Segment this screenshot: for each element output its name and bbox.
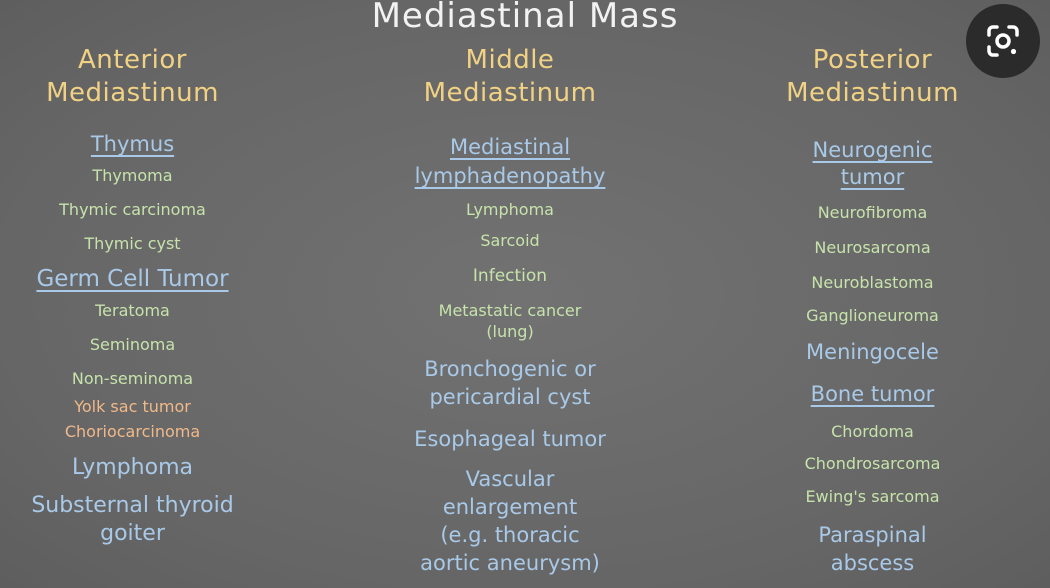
anterior-lymphoma: Lymphoma [72, 455, 193, 480]
middle-eg-thoracic: (e.g. thoracic [440, 523, 580, 547]
anterior-germ-cell-tumor: Germ Cell Tumor [36, 266, 229, 292]
middle-bronchogenic: Bronchogenic or [424, 357, 596, 381]
posterior-neuroblastoma: Neuroblastoma [811, 273, 934, 292]
posterior-paraspinal: Paraspinal [818, 523, 927, 547]
middle-column: Middle Mediastinum [375, 44, 645, 110]
posterior-heading-line1: Posterior [812, 45, 933, 75]
anterior-heading-line2: Mediastinum [46, 78, 219, 108]
middle-heading-line2: Mediastinum [423, 78, 597, 108]
middle-mediastinal: Mediastinal [449, 135, 571, 159]
posterior-chondrosarcoma: Chondrosarcoma [804, 454, 941, 473]
middle-metastatic-cancer: Metastatic cancer [438, 301, 582, 320]
middle-pericardial-cyst: pericardial cyst [429, 385, 591, 409]
anterior-thymus: Thymus [90, 132, 175, 156]
anterior-choriocarcinoma: Choriocarcinoma [64, 422, 201, 441]
anterior-thymoma: Thymoma [92, 166, 173, 185]
posterior-neurosarcoma: Neurosarcoma [814, 238, 931, 257]
anterior-thymic-cyst: Thymic cyst [84, 234, 181, 253]
posterior-neurogenic: Neurogenic [812, 138, 933, 162]
anterior-heading-line1: Anterior [78, 45, 187, 75]
anterior-thymic-carcinoma: Thymic carcinoma [59, 200, 206, 219]
middle-heading-line1: Middle [465, 45, 555, 75]
posterior-bone-tumor: Bone tumor [810, 382, 935, 406]
anterior-yolk-sac-tumor: Yolk sac tumor [74, 397, 191, 416]
anterior-seminoma: Seminoma [89, 335, 176, 354]
posterior-column: Posterior Mediastinum [760, 44, 985, 110]
anterior-column: Anterior Mediastinum [0, 44, 265, 110]
anterior-substernal-thyroid: Substernal thyroid [31, 493, 234, 518]
posterior-chordoma: Chordoma [831, 422, 914, 441]
posterior-tumor: tumor [840, 165, 905, 189]
middle-lung: (lung) [486, 322, 534, 341]
google-lens-icon [987, 25, 1019, 57]
middle-lymphadenopathy: lymphadenopathy [414, 164, 606, 188]
middle-vascular: Vascular [465, 467, 555, 491]
middle-esophageal-tumor: Esophageal tumor [414, 427, 606, 451]
posterior-abscess: abscess [830, 551, 915, 575]
middle-lymphoma: Lymphoma [466, 200, 554, 219]
middle-enlargement: enlargement [442, 495, 578, 519]
anterior-non-seminoma: Non-seminoma [71, 369, 194, 388]
middle-infection: Infection [472, 266, 548, 286]
posterior-heading-line2: Mediastinum [786, 78, 959, 108]
anterior-goiter: goiter [100, 521, 165, 546]
posterior-neurofibroma: Neurofibroma [817, 203, 928, 222]
posterior-meningocele: Meningocele [806, 340, 939, 364]
middle-sarcoid: Sarcoid [480, 231, 540, 250]
page-title: Mediastinal Mass [371, 0, 679, 36]
middle-aortic-aneurysm: aortic aneurysm) [420, 551, 600, 575]
posterior-ganglioneuroma: Ganglioneuroma [806, 306, 939, 325]
google-lens-button[interactable] [966, 4, 1040, 78]
anterior-teratoma: Teratoma [95, 301, 170, 320]
posterior-ewings-sarcoma: Ewing's sarcoma [805, 487, 940, 506]
